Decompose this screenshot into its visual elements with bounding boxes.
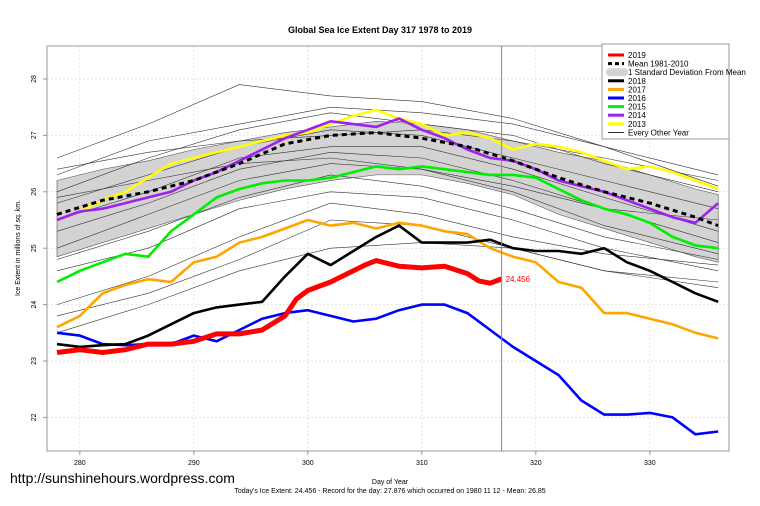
- every-other-year-line: [56, 242, 719, 334]
- legend-label: 2014: [628, 111, 646, 120]
- series-line-2013: [56, 108, 719, 222]
- watermark-url: http://sunshinehours.wordpress.com: [10, 470, 235, 486]
- y-tick-label: 22: [31, 413, 38, 421]
- legend-item: 2015: [608, 103, 646, 112]
- legend-label: 2016: [628, 94, 646, 103]
- x-tick-label: 330: [644, 460, 656, 467]
- y-tick-label: 23: [31, 357, 38, 365]
- legend-item: 2014: [608, 111, 646, 120]
- every-other-year-line: [56, 157, 719, 221]
- y-axis-label: Ice Extent in millions of sq. km.: [15, 200, 22, 296]
- legend-label: Mean 1981-2010: [628, 60, 689, 69]
- x-axis-label: Day of Year: [372, 479, 409, 486]
- x-tick-label: 280: [74, 460, 86, 467]
- legend-item: 1 Standard Deviation From Mean: [606, 68, 746, 77]
- legend-item: 2016: [608, 94, 646, 103]
- y-tick-label: 24: [31, 301, 38, 309]
- std-dev-band: [56, 120, 719, 263]
- series-line-2019: [56, 258, 503, 355]
- current-value-label: 24.456: [506, 275, 531, 284]
- legend-label: 2017: [628, 85, 646, 94]
- legend-item: 2013: [608, 120, 646, 129]
- legend-swatch: [606, 68, 628, 77]
- legend-label: 2013: [628, 120, 646, 129]
- mean-line: [56, 131, 719, 228]
- legend-item: 2019: [608, 51, 646, 60]
- legend-label: 2015: [628, 103, 646, 112]
- legend-label: 1 Standard Deviation From Mean: [628, 68, 746, 77]
- x-tick-label: 300: [302, 460, 314, 467]
- series-line-2017: [56, 218, 719, 340]
- series-line-2015: [56, 165, 719, 284]
- x-tick-label: 310: [416, 460, 428, 467]
- y-tick-label: 25: [31, 244, 38, 252]
- chart-title: Global Sea Ice Extent Day 317 1978 to 20…: [288, 25, 472, 35]
- std-dev-band-area: [56, 120, 719, 263]
- every-other-year-line: [56, 112, 719, 193]
- y-axis: 22 23 24 25 26 27 28: [31, 75, 47, 421]
- every-other-year-line: [56, 84, 719, 187]
- legend-item: Every Other Year: [608, 128, 689, 137]
- series-line-2018: [56, 224, 719, 349]
- legend-item: 2017: [608, 85, 646, 94]
- x-tick-label: 320: [530, 460, 542, 467]
- every-other-year-line: [56, 146, 719, 232]
- year-series: [56, 108, 720, 436]
- chart-subtitle: Today's Ice Extent: 24.456 - Record for …: [234, 488, 545, 495]
- y-tick-label: 27: [31, 131, 38, 139]
- x-axis: 280 290 300 310 320 330: [74, 451, 656, 467]
- every-other-year-lines: [56, 84, 719, 334]
- y-tick-label: 28: [31, 75, 38, 83]
- legend-item: Mean 1981-2010: [608, 60, 689, 69]
- legend-label: Every Other Year: [628, 128, 689, 137]
- legend-item: 2018: [608, 77, 646, 86]
- every-other-year-line: [56, 174, 719, 260]
- legend-label: 2019: [628, 51, 646, 60]
- legend-label: 2018: [628, 77, 646, 86]
- series-line-2016: [56, 303, 719, 436]
- x-tick-label: 290: [188, 460, 200, 467]
- y-tick-label: 26: [31, 188, 38, 196]
